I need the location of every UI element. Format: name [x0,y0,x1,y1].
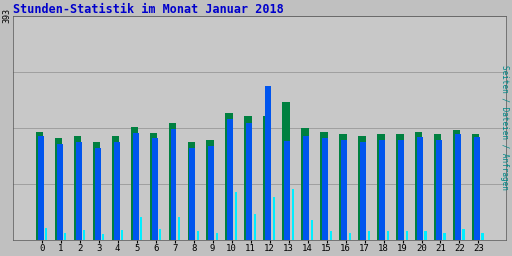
Text: Stunden-Statistik im Monat Januar 2018: Stunden-Statistik im Monat Januar 2018 [13,3,284,16]
Bar [208,146,215,240]
Bar [55,138,62,240]
Bar [114,142,119,240]
Bar [264,116,270,240]
Bar [76,142,81,240]
Bar [206,140,214,240]
Bar [379,140,386,240]
Bar [368,231,370,240]
Bar [133,133,139,240]
Bar [244,116,251,240]
Bar [45,228,47,240]
Bar [285,141,290,240]
Bar [304,136,309,240]
Bar [36,132,42,240]
Bar [436,140,442,240]
Bar [187,142,195,240]
Bar [455,134,461,240]
Bar [434,134,441,240]
Bar [159,229,161,240]
Bar [150,133,157,240]
Bar [131,127,138,240]
Bar [246,123,252,240]
Bar [443,233,446,240]
Bar [112,136,119,240]
Bar [424,231,427,240]
Bar [56,144,62,240]
Bar [473,134,479,240]
Bar [360,142,367,240]
Bar [63,233,66,240]
Bar [37,136,44,240]
Bar [339,134,347,240]
Bar [121,230,123,240]
Bar [387,231,389,240]
Bar [253,214,256,240]
Bar [330,231,332,240]
Bar [74,136,81,240]
Bar [481,233,484,240]
Bar [323,138,328,240]
Bar [453,131,460,240]
Bar [216,233,218,240]
Bar [265,86,271,240]
Bar [302,128,309,240]
Bar [82,230,85,240]
Bar [349,233,351,240]
Bar [197,231,199,240]
Bar [234,191,237,240]
Bar [272,197,275,240]
Bar [93,142,100,240]
Bar [291,189,294,240]
Bar [311,220,313,240]
Bar [227,119,233,240]
Bar [398,140,404,240]
Bar [358,136,366,240]
Bar [474,137,480,240]
Y-axis label: Seiten / Dateien / Anfragen: Seiten / Dateien / Anfragen [500,66,509,190]
Bar [321,132,328,240]
Bar [168,123,176,240]
Bar [417,137,423,240]
Bar [152,138,158,240]
Bar [377,134,385,240]
Bar [415,132,422,240]
Bar [102,234,104,240]
Bar [178,217,180,240]
Bar [283,102,290,240]
Bar [189,148,196,240]
Bar [396,134,403,240]
Bar [225,113,232,240]
Bar [462,229,465,240]
Bar [95,148,100,240]
Bar [406,231,408,240]
Bar [170,129,177,240]
Bar [342,140,348,240]
Bar [140,217,142,240]
